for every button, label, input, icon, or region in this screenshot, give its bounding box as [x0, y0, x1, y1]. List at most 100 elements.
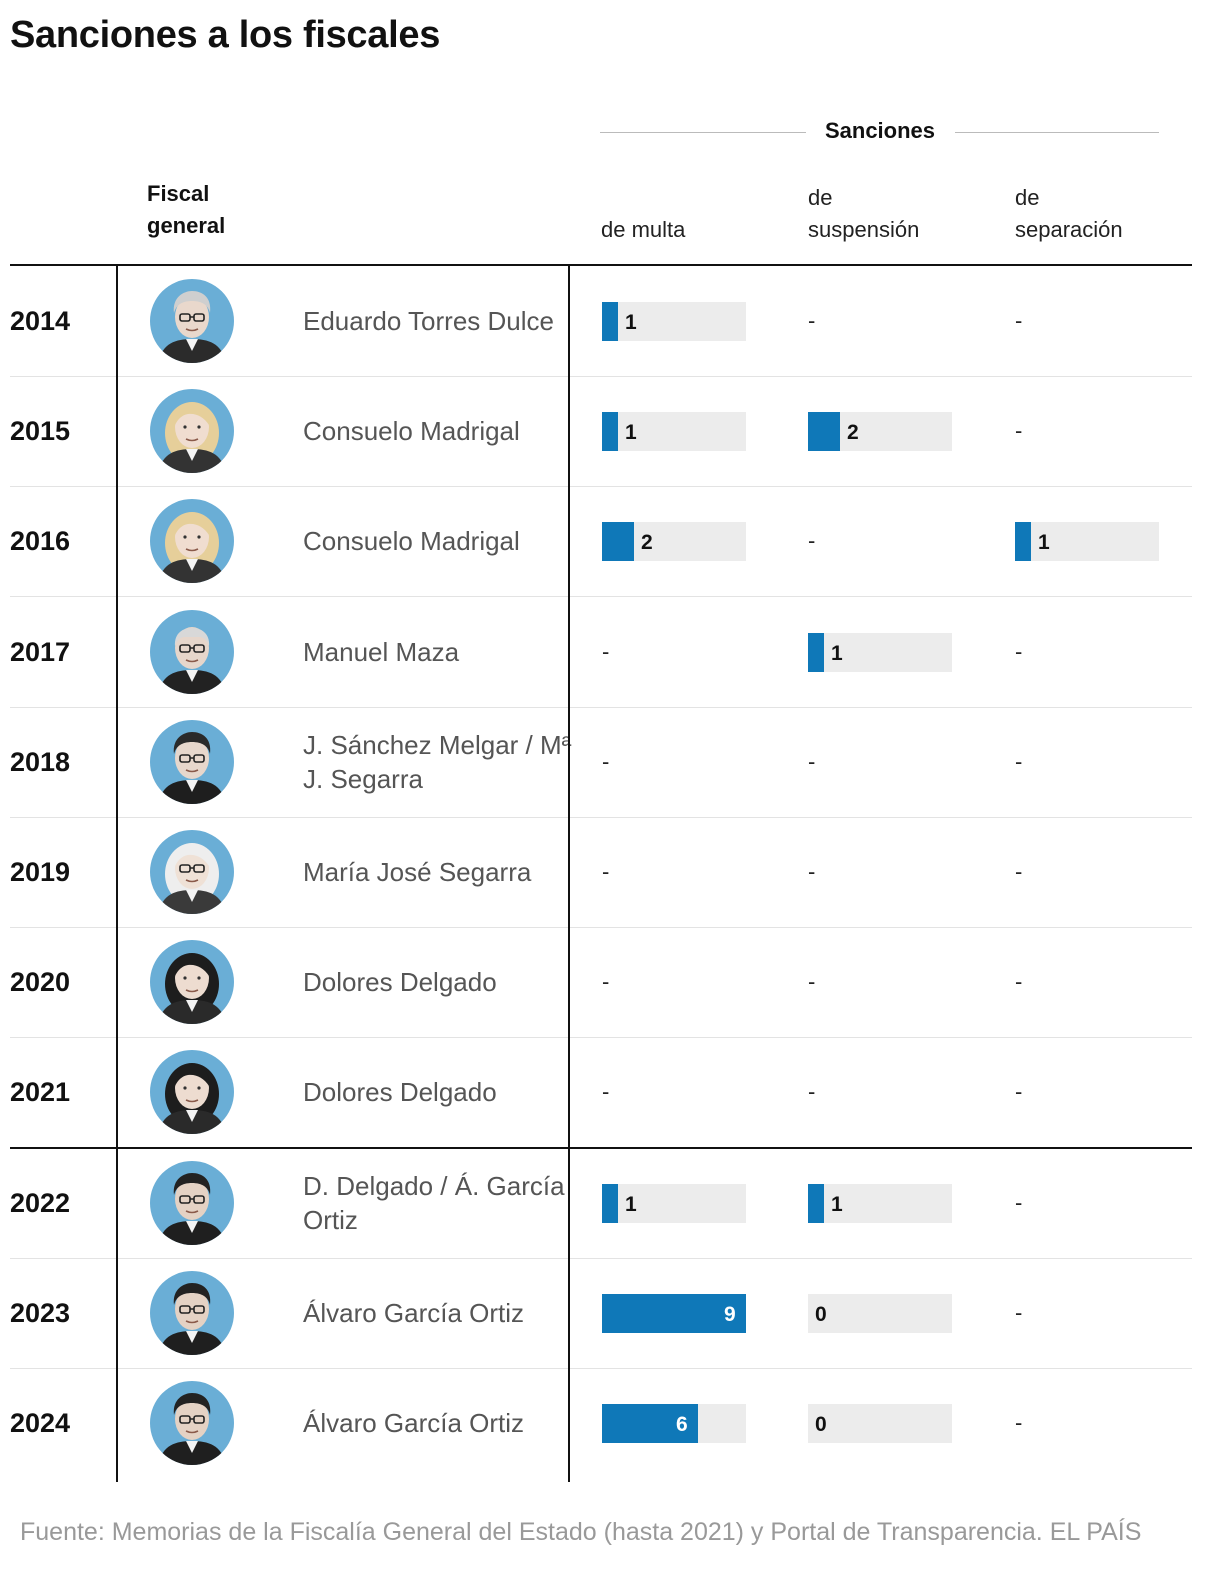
- prosecutor-portrait-avatar: [150, 389, 234, 474]
- cell-multa: -: [602, 927, 746, 1037]
- row-year: 2017: [10, 636, 71, 667]
- table-row: 2023 Álvaro García Ortiz 9 0 -: [10, 1258, 1192, 1369]
- column-header-fiscal-line1: Fiscal: [147, 181, 210, 206]
- bar-track-multa: [602, 302, 746, 341]
- cell-suspension: -: [808, 817, 952, 927]
- cell-separacion: -: [1015, 597, 1159, 707]
- bar-track-suspension: [808, 1183, 952, 1223]
- bar-value-label: 1: [625, 421, 637, 445]
- empty-marker: -: [1015, 1299, 1023, 1325]
- column-header-fiscal: Fiscal general: [147, 178, 225, 242]
- portrait-illustration: [158, 402, 226, 474]
- cell-separacion: -: [1015, 266, 1159, 376]
- prosecutor-portrait-avatar: [150, 279, 234, 363]
- prosecutor-name: J. Sánchez Melgar / Mª J. Segarra: [303, 729, 572, 794]
- header-rule: [10, 264, 1192, 266]
- prosecutor-name: Álvaro García Ortiz: [303, 1297, 525, 1328]
- divider-name-column: [568, 264, 570, 1482]
- bar-suspension: [808, 1183, 824, 1223]
- bar-multa: [602, 1404, 698, 1443]
- portrait-illustration: [158, 1172, 226, 1245]
- bar-track-suspension: [808, 1293, 952, 1333]
- column-header-separacion: de separación: [1015, 182, 1123, 246]
- bar-multa: [602, 522, 634, 562]
- table-row: 2017 Manuel Maza - 1 -: [10, 597, 1192, 708]
- empty-marker: -: [1015, 308, 1023, 333]
- portrait-illustration: [158, 291, 226, 363]
- portrait-illustration: [158, 1393, 226, 1465]
- empty-marker: -: [1015, 969, 1023, 995]
- bar-track-multa: [602, 1293, 746, 1333]
- bar-value-label: 2: [847, 421, 859, 445]
- cell-suspension: 2: [808, 376, 952, 486]
- bar-value-label: 1: [625, 1192, 637, 1216]
- cell-multa: 9: [602, 1258, 746, 1368]
- group-header-rule-left: [600, 132, 806, 133]
- column-header-suspension-line2: suspensión: [808, 217, 920, 242]
- group-header-label: Sanciones: [824, 118, 936, 143]
- row-year: 2015: [10, 416, 71, 447]
- table-row: 2021 Dolores Delgado - - -: [10, 1037, 1192, 1150]
- row-year: 2023: [10, 1297, 71, 1328]
- portrait-illustration: [158, 731, 226, 804]
- bar-track-multa: [602, 412, 746, 452]
- empty-marker: -: [1015, 418, 1023, 444]
- cell-suspension: -: [808, 927, 952, 1037]
- bar-track-separacion: [1015, 522, 1159, 562]
- prosecutor-portrait-avatar: [150, 719, 234, 804]
- row-year: 2021: [10, 1077, 71, 1108]
- table-row: 2014 Eduardo Torres Dulce 1 - -: [10, 266, 1192, 377]
- cell-multa: 1: [602, 376, 746, 486]
- cell-multa: 1: [602, 1148, 746, 1258]
- cell-suspension: -: [808, 266, 952, 376]
- prosecutor-portrait-avatar: [150, 1050, 234, 1135]
- portrait-illustration: [158, 626, 226, 694]
- empty-marker: -: [1015, 1189, 1023, 1215]
- prosecutor-name: Manuel Maza: [303, 636, 460, 667]
- row-year: 2016: [10, 526, 71, 557]
- prosecutor-portrait-avatar: [150, 499, 234, 584]
- empty-marker: -: [1015, 1079, 1023, 1105]
- empty-marker: -: [808, 748, 816, 774]
- empty-marker: -: [808, 859, 816, 884]
- column-header-separacion-line1: de: [1015, 185, 1040, 210]
- empty-marker: -: [602, 859, 610, 884]
- bar-value-label: 1: [831, 1192, 843, 1216]
- table-row: 2018 J. Sánchez Melgar / Mª J. Segarra - - -: [10, 707, 1192, 818]
- cell-suspension: -: [808, 486, 952, 596]
- portrait-illustration: [158, 843, 226, 914]
- bar-value-label: 9: [724, 1302, 736, 1326]
- prosecutor-name: D. Delgado / Á. García Ortiz: [303, 1170, 565, 1235]
- prosecutor-name: Dolores Delgado: [303, 1077, 497, 1108]
- table-row: 2019 María José Segarra - - -: [10, 817, 1192, 928]
- cell-multa: 2: [602, 486, 746, 596]
- cell-separacion: -: [1015, 817, 1159, 927]
- bar-value-label: 1: [1038, 531, 1050, 555]
- bar-suspension: [808, 412, 840, 452]
- cell-suspension: 1: [808, 1148, 952, 1258]
- cell-multa: -: [602, 597, 746, 707]
- portrait-illustration: [158, 1063, 226, 1135]
- empty-marker: -: [602, 638, 610, 664]
- column-header-multa: de multa: [601, 214, 685, 246]
- bar-multa: [602, 412, 618, 452]
- cell-separacion: -: [1015, 1148, 1159, 1258]
- prosecutor-portrait-avatar: [150, 1381, 234, 1465]
- cell-separacion: -: [1015, 707, 1159, 817]
- empty-marker: -: [1015, 748, 1023, 774]
- cell-multa: -: [602, 817, 746, 927]
- portrait-illustration: [158, 1282, 226, 1355]
- prosecutor-portrait-avatar: [150, 830, 234, 914]
- bar-suspension: [808, 632, 824, 672]
- row-year: 2014: [10, 306, 71, 336]
- cell-suspension: -: [808, 1037, 952, 1147]
- prosecutor-name: María José Segarra: [303, 857, 532, 887]
- prosecutor-portrait-avatar: [150, 1160, 234, 1245]
- bar-value-label: 0: [815, 1413, 827, 1436]
- cell-suspension: -: [808, 707, 952, 817]
- bar-multa: [602, 1183, 618, 1223]
- column-header-fiscal-line2: general: [147, 213, 226, 238]
- cell-multa: -: [602, 707, 746, 817]
- column-header-suspension: de suspensión: [808, 182, 919, 246]
- bar-track-suspension: [808, 1404, 952, 1443]
